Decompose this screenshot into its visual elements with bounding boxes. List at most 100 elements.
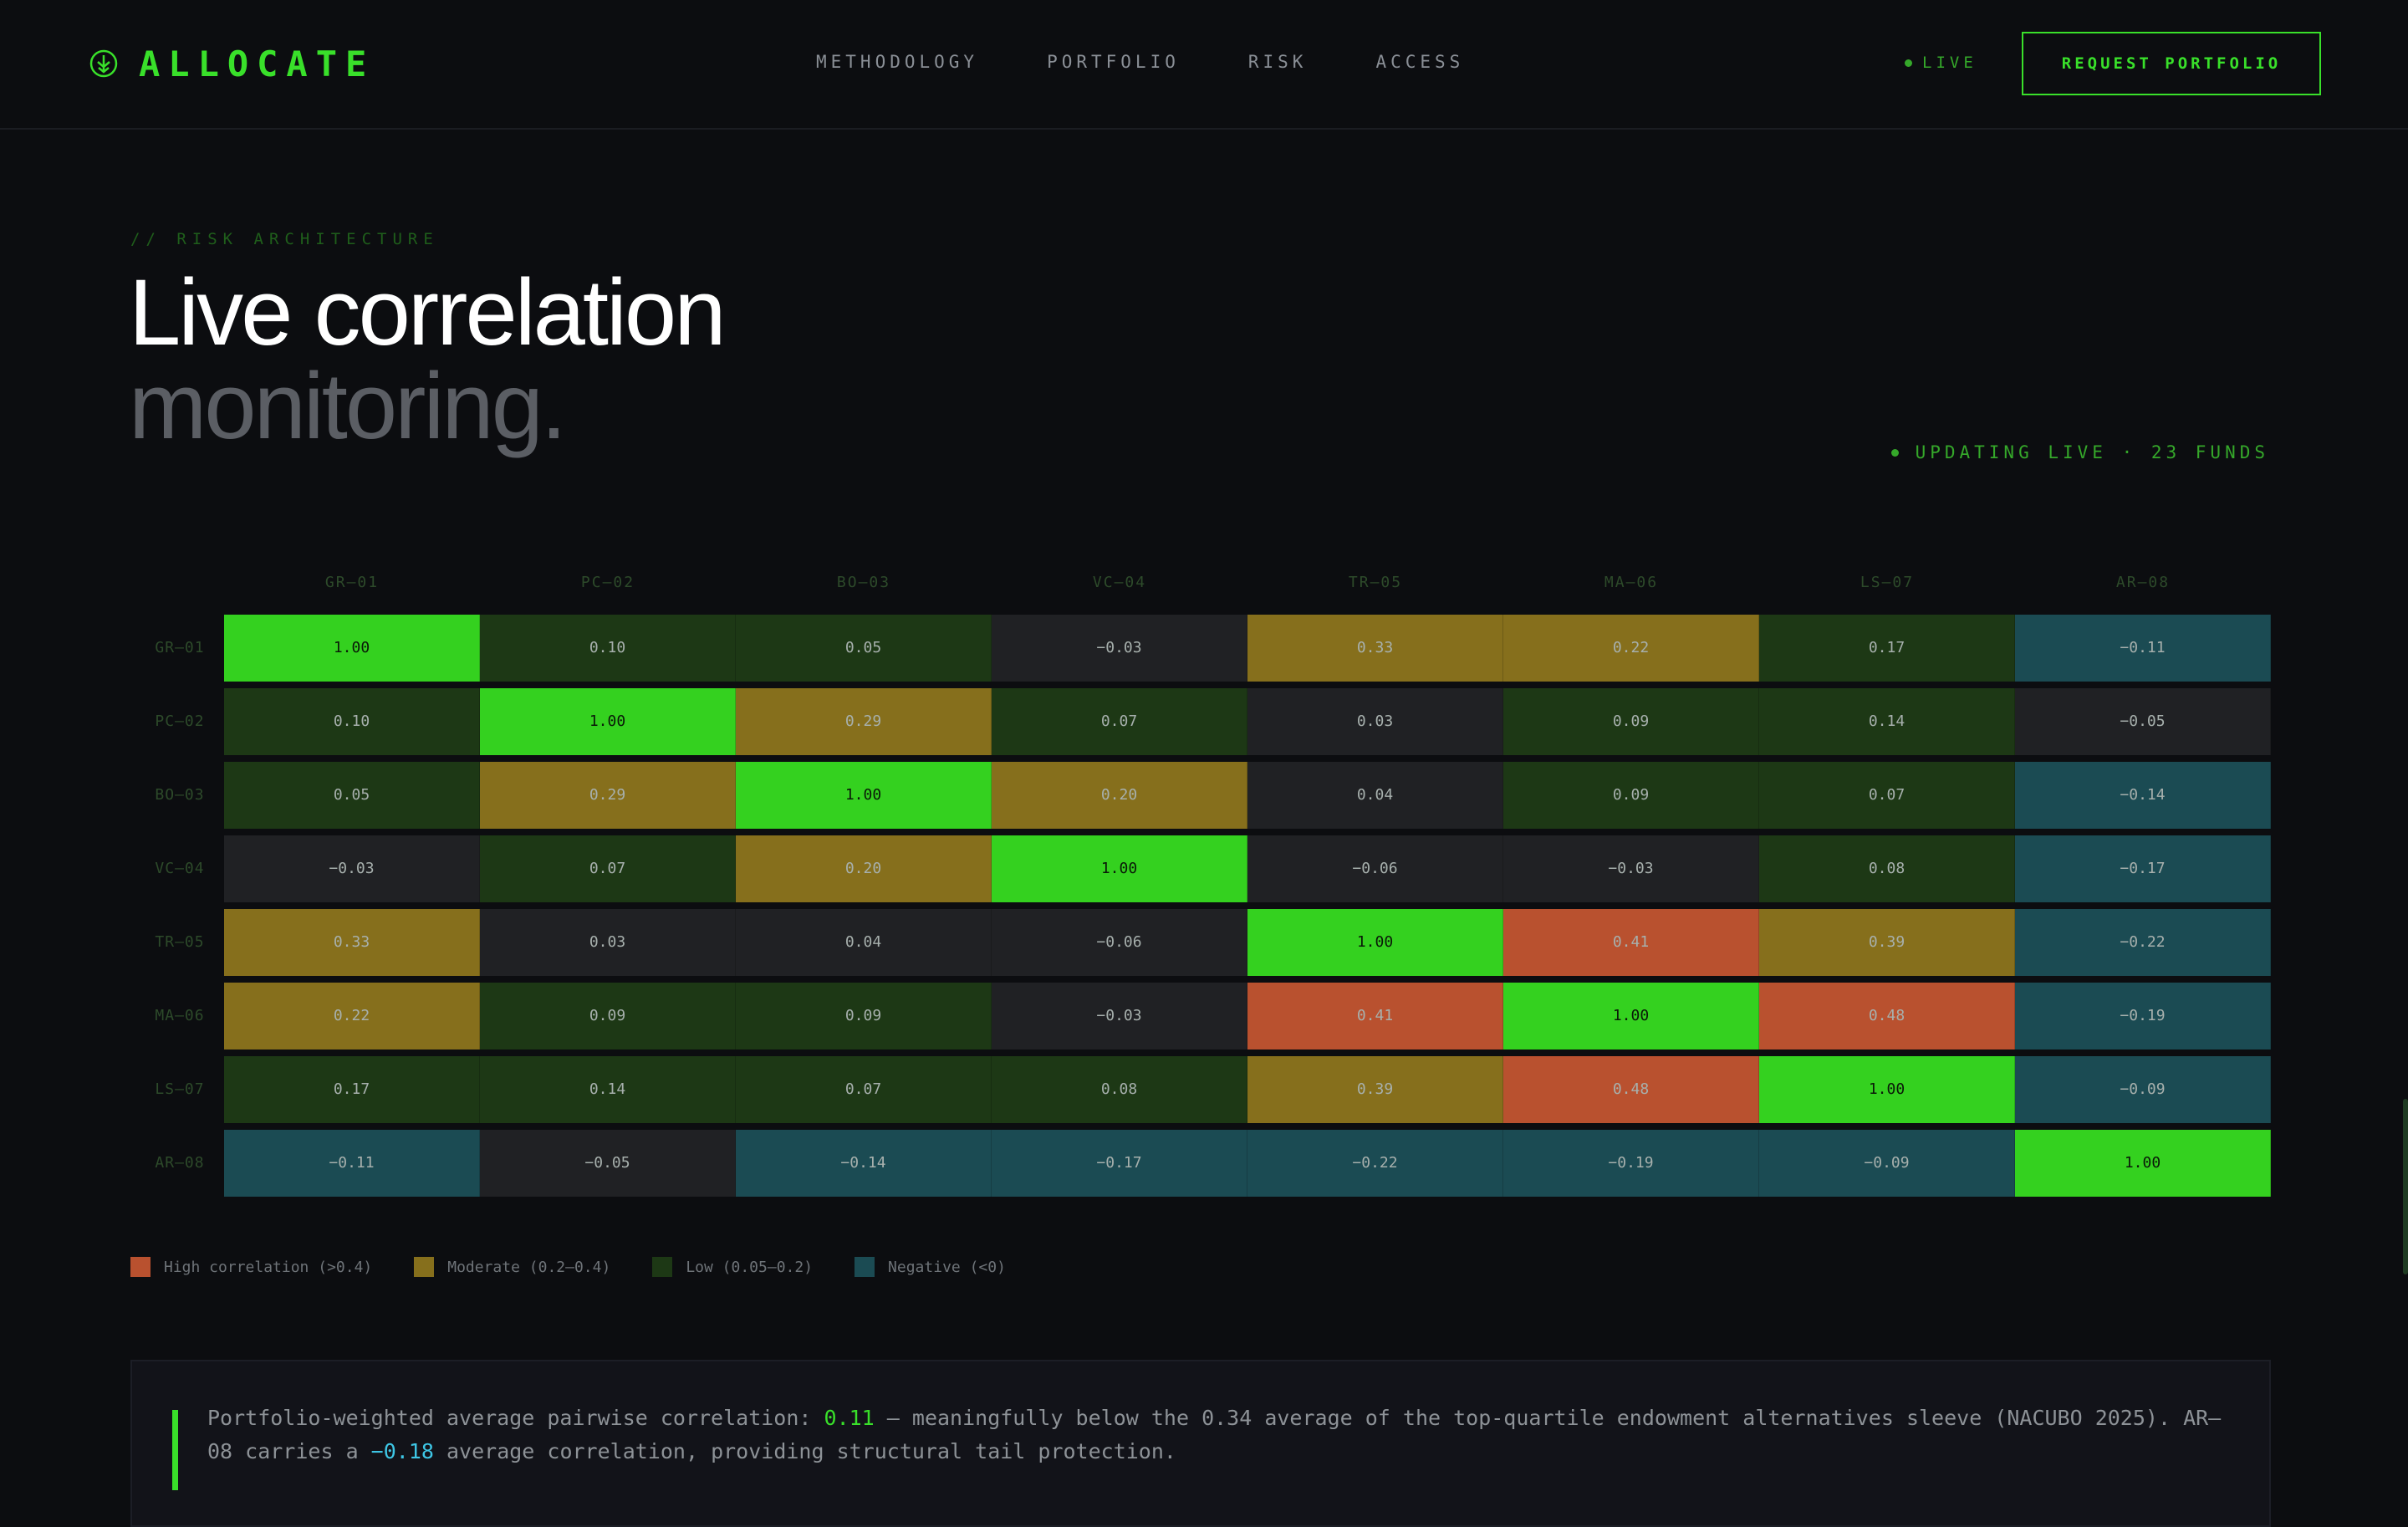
brand-logo[interactable]: ALLOCATE (89, 42, 375, 85)
column-label: MA–06 (1604, 574, 1659, 591)
request-portfolio-button[interactable]: REQUEST PORTFOLIO (2022, 32, 2321, 95)
matrix-cell[interactable]: −0.03 (224, 835, 480, 902)
matrix-cell[interactable]: 0.03 (1247, 688, 1503, 755)
note-part3: average correlation, providing structura… (433, 1439, 1176, 1463)
matrix-cell[interactable]: 0.22 (224, 983, 480, 1049)
matrix-cell[interactable]: 1.00 (2015, 1130, 2271, 1197)
legend-swatch-negative (855, 1257, 875, 1277)
legend-label: Low (0.05–0.2) (686, 1258, 814, 1276)
matrix-cell[interactable]: 1.00 (480, 688, 736, 755)
matrix-cell[interactable]: −0.09 (1759, 1130, 2015, 1197)
matrix-cell[interactable]: 0.05 (224, 762, 480, 829)
matrix-cell[interactable]: −0.06 (992, 909, 1247, 976)
matrix-cell[interactable]: 0.07 (736, 1056, 992, 1123)
row-label: VC–04 (155, 860, 205, 877)
legend-item-high: High correlation (>0.4) (130, 1257, 372, 1277)
matrix-cell[interactable]: 0.03 (480, 909, 736, 976)
nav-access[interactable]: ACCESS (1375, 52, 1465, 72)
matrix-cell[interactable]: −0.17 (2015, 835, 2271, 902)
matrix-cell[interactable]: 0.48 (1503, 1056, 1759, 1123)
matrix-cell[interactable]: −0.11 (224, 1130, 480, 1197)
matrix-cell[interactable]: −0.05 (480, 1130, 736, 1197)
matrix-cell[interactable]: 0.20 (736, 835, 992, 902)
legend-swatch-moderate (414, 1257, 435, 1277)
matrix-cell[interactable]: 0.07 (992, 688, 1247, 755)
matrix-cell[interactable]: 1.00 (1503, 983, 1759, 1049)
row-label: TR–05 (155, 933, 205, 951)
live-label: LIVE (1922, 54, 1977, 72)
matrix-cell[interactable]: −0.03 (992, 983, 1247, 1049)
brand-mark-icon (89, 49, 118, 78)
correlation-note: Portfolio-weighted average pairwise corr… (130, 1360, 2271, 1527)
matrix-cell[interactable]: −0.14 (736, 1130, 992, 1197)
note-accent-bar (172, 1410, 178, 1490)
matrix-cell[interactable]: 1.00 (736, 762, 992, 829)
matrix-cell[interactable]: 1.00 (224, 615, 480, 682)
matrix-cell[interactable]: 0.14 (480, 1056, 736, 1123)
matrix-cell[interactable]: 0.17 (1759, 615, 2015, 682)
row-label: MA–06 (155, 1007, 205, 1024)
legend-label: Negative (<0) (888, 1258, 1006, 1276)
matrix-cell[interactable]: 0.29 (736, 688, 992, 755)
matrix-cell[interactable]: 0.48 (1759, 983, 2015, 1049)
matrix-cell[interactable]: 0.07 (1759, 762, 2015, 829)
matrix-cell[interactable]: −0.14 (2015, 762, 2271, 829)
matrix-cell[interactable]: 0.07 (480, 835, 736, 902)
column-label: GR–01 (324, 574, 380, 591)
matrix-cell[interactable]: −0.03 (1503, 835, 1759, 902)
matrix-cell[interactable]: 0.10 (224, 688, 480, 755)
matrix-cell[interactable]: 0.09 (1503, 688, 1759, 755)
update-status: UPDATING LIVE · 23 FUNDS (1890, 442, 2269, 462)
matrix-cell[interactable]: −0.19 (1503, 1130, 1759, 1197)
note-part1: Portfolio-weighted average pairwise corr… (207, 1406, 824, 1430)
matrix-cell[interactable]: 0.04 (736, 909, 992, 976)
matrix-cell[interactable]: 0.04 (1247, 762, 1503, 829)
main-nav: METHODOLOGY PORTFOLIO RISK ACCESS (816, 52, 1464, 72)
matrix-cell[interactable]: 0.41 (1503, 909, 1759, 976)
row-label: BO–03 (155, 786, 205, 804)
matrix-cell[interactable]: 1.00 (992, 835, 1247, 902)
matrix-cell[interactable]: −0.11 (2015, 615, 2271, 682)
matrix-cell[interactable]: 0.09 (736, 983, 992, 1049)
matrix-cell[interactable]: 0.09 (1503, 762, 1759, 829)
matrix-cell[interactable]: 0.41 (1247, 983, 1503, 1049)
matrix-cell[interactable]: 0.08 (992, 1056, 1247, 1123)
matrix-cell[interactable]: −0.22 (1247, 1130, 1503, 1197)
matrix-cell[interactable]: 0.20 (992, 762, 1247, 829)
column-label: VC–04 (1092, 574, 1147, 591)
matrix-cell[interactable]: 0.08 (1759, 835, 2015, 902)
row-label: PC–02 (155, 712, 205, 730)
matrix-cell[interactable]: 0.33 (224, 909, 480, 976)
matrix-cell[interactable]: 0.29 (480, 762, 736, 829)
legend-label: Moderate (0.2–0.4) (447, 1258, 611, 1276)
matrix-cell[interactable]: 0.33 (1247, 615, 1503, 682)
matrix-cell[interactable]: 0.09 (480, 983, 736, 1049)
matrix-cell[interactable]: 0.05 (736, 615, 992, 682)
matrix-cell[interactable]: 1.00 (1247, 909, 1503, 976)
nav-portfolio[interactable]: PORTFOLIO (1047, 52, 1180, 72)
matrix-cell[interactable]: 0.22 (1503, 615, 1759, 682)
matrix-cell[interactable]: −0.03 (992, 615, 1247, 682)
matrix-cell[interactable]: 0.14 (1759, 688, 2015, 755)
matrix-cell[interactable]: −0.17 (992, 1130, 1247, 1197)
matrix-cell[interactable]: −0.19 (2015, 983, 2271, 1049)
matrix-cell[interactable]: 0.39 (1759, 909, 2015, 976)
matrix-cell[interactable]: 0.39 (1247, 1056, 1503, 1123)
nav-risk[interactable]: RISK (1247, 52, 1308, 72)
matrix-cell[interactable]: 0.10 (480, 615, 736, 682)
section-title-sub: monitoring. (129, 354, 567, 458)
section-eyebrow: // RISK ARCHITECTURE (130, 230, 439, 248)
scrollbar-thumb[interactable] (2403, 1099, 2408, 1274)
note-text: Portfolio-weighted average pairwise corr… (207, 1402, 2231, 1468)
column-label: BO–03 (836, 574, 891, 591)
live-dot-icon (1905, 59, 1912, 67)
column-label: LS–07 (1860, 574, 1915, 591)
legend-item-moderate: Moderate (0.2–0.4) (414, 1257, 610, 1277)
matrix-cell[interactable]: 0.17 (224, 1056, 480, 1123)
matrix-cell[interactable]: −0.22 (2015, 909, 2271, 976)
matrix-cell[interactable]: −0.09 (2015, 1056, 2271, 1123)
matrix-cell[interactable]: −0.06 (1247, 835, 1503, 902)
matrix-cell[interactable]: −0.05 (2015, 688, 2271, 755)
matrix-cell[interactable]: 1.00 (1759, 1056, 2015, 1123)
nav-methodology[interactable]: METHODOLOGY (816, 52, 979, 72)
